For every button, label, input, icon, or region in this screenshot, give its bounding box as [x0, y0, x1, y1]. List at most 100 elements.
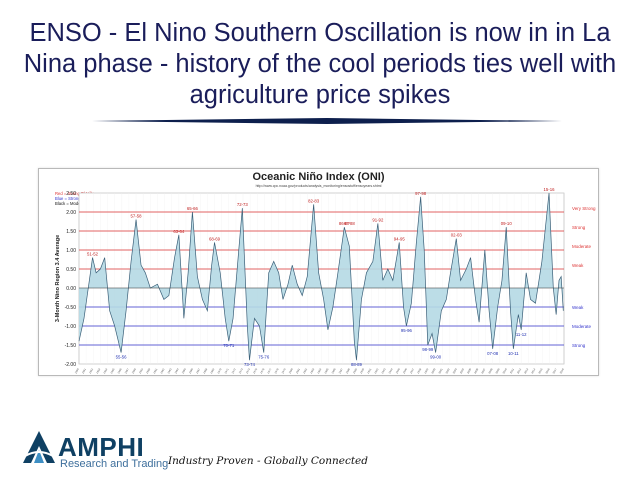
x-tick-label: 1973 — [238, 367, 245, 374]
event-label: 98-99 — [422, 347, 434, 352]
x-tick-label: 1983 — [309, 367, 316, 374]
x-tick-label: 1950 — [74, 367, 81, 374]
y-axis-label: 3-Month Nino Region 3.4 Average — [55, 235, 61, 322]
chart-subtitle: http://www.cpc.noaa.gov/products/analysi… — [255, 184, 382, 188]
x-tick-label: 1980 — [287, 367, 294, 374]
event-label: 11-12 — [516, 332, 527, 337]
event-label: 02-03 — [451, 233, 463, 238]
x-tick-label: 1956 — [116, 367, 123, 374]
x-tick-label: 1964 — [173, 367, 180, 374]
brand-subtitle: Research and Trading — [60, 458, 169, 470]
oni-chart: Oceanic Niño Index (ONI) http://www.cpc.… — [38, 168, 599, 376]
x-tick-label: 1959 — [138, 367, 145, 374]
x-tick-label: 1962 — [159, 367, 166, 374]
x-tick-label: 2018 — [559, 367, 566, 374]
event-label: 97-98 — [415, 191, 427, 196]
event-label: 87-88 — [344, 221, 356, 226]
x-tick-label: 2014 — [530, 367, 537, 374]
x-tick-label: 1988 — [345, 367, 352, 374]
event-label: 57-58 — [131, 214, 143, 219]
event-label: 09-10 — [501, 221, 513, 226]
x-tick-label: 1955 — [109, 367, 116, 374]
event-label: 73-74 — [244, 362, 256, 367]
event-label: 88-89 — [351, 362, 363, 367]
threshold-label: Moderate — [572, 324, 592, 329]
threshold-label: Strong — [572, 343, 586, 348]
x-tick-label: 1996 — [402, 367, 409, 374]
event-label: 86-87 — [339, 221, 351, 226]
x-tick-label: 2009 — [494, 367, 501, 374]
x-tick-label: 1972 — [230, 367, 237, 374]
x-tick-label: 2008 — [487, 367, 494, 374]
x-tick-label: 2001 — [437, 367, 444, 374]
x-tick-label: 2015 — [537, 367, 544, 374]
x-tick-label: 1992 — [373, 367, 380, 374]
x-tick-label: 2013 — [523, 367, 530, 374]
x-tick-label: 2007 — [480, 367, 487, 374]
x-tick-label: 1951 — [81, 367, 88, 374]
event-label: 07-08 — [487, 351, 499, 356]
event-label: 68-69 — [209, 236, 221, 241]
legend-item-warm: Red = Strong El Niño — [55, 191, 95, 196]
y-tick-label: 2.50 — [66, 191, 76, 197]
y-tick-label: -1.00 — [65, 324, 77, 330]
x-tick-label: 1981 — [295, 367, 302, 374]
event-label: 51-52 — [87, 252, 99, 257]
x-tick-label: 1966 — [188, 367, 195, 374]
x-tick-label: 1986 — [330, 367, 337, 374]
y-tick-label: 0.50 — [66, 267, 76, 273]
y-tick-label: 0.00 — [66, 286, 76, 292]
threshold-label: Moderate — [572, 244, 592, 249]
x-tick-label: 1991 — [366, 367, 373, 374]
legend-item-cool: Blue = Strong La Niña — [55, 196, 97, 201]
x-tick-label: 1970 — [216, 367, 223, 374]
threshold-label: Weak — [572, 305, 584, 310]
legend-item-moderate: Black = Moderate (either) — [55, 201, 103, 206]
event-label: 72-73 — [237, 202, 249, 207]
x-tick-label: 1989 — [352, 367, 359, 374]
event-label: 82-83 — [308, 198, 320, 203]
x-tick-label: 1998 — [416, 367, 423, 374]
chart-legend: Red = Strong El Niño Blue = Strong La Ni… — [55, 191, 102, 206]
x-tick-label: 1993 — [380, 367, 387, 374]
title-underline — [92, 118, 562, 124]
y-tick-label: -1.50 — [65, 343, 77, 349]
x-tick-label: 1976 — [259, 367, 266, 374]
event-label: 91-92 — [372, 217, 384, 222]
x-tick-label: 1957 — [123, 367, 130, 374]
x-tick-label: 1997 — [409, 367, 416, 374]
x-tick-label: 1952 — [88, 367, 95, 374]
x-tick-label: 2011 — [509, 367, 516, 374]
slide-title: ENSO - El Nino Southern Oscillation is n… — [23, 19, 617, 109]
x-tick-label: 1984 — [316, 367, 323, 374]
x-tick-label: 2006 — [473, 367, 480, 374]
x-tick-label: 2000 — [430, 367, 437, 374]
x-tick-label: 1985 — [323, 367, 330, 374]
x-tick-label: 2005 — [466, 367, 473, 374]
x-tick-label: 1978 — [273, 367, 280, 374]
x-tick-label: 1987 — [337, 367, 344, 374]
threshold-label: Very Strong — [572, 206, 596, 211]
x-tick-label: 2004 — [459, 367, 466, 374]
x-tick-label: 1971 — [223, 367, 230, 374]
x-tick-label: 2002 — [444, 367, 451, 374]
x-tick-label: 1974 — [245, 367, 252, 374]
x-tick-label: 2016 — [544, 367, 551, 374]
event-label: 15-16 — [544, 187, 556, 192]
y-tick-label: 2.00 — [66, 210, 76, 216]
y-tick-label: -0.50 — [65, 305, 77, 311]
x-tick-label: 1960 — [145, 367, 152, 374]
x-tick-label: 1967 — [195, 367, 202, 374]
x-tick-label: 2017 — [551, 367, 558, 374]
x-tick-label: 2012 — [516, 367, 523, 374]
x-tick-label: 2003 — [452, 367, 459, 374]
x-tick-label: 1979 — [280, 367, 287, 374]
event-label: 63-64 — [173, 229, 185, 234]
oni-line — [78, 192, 564, 361]
event-label: 55-56 — [116, 355, 128, 360]
x-tick-label: 2010 — [501, 367, 508, 374]
chart-title: Oceanic Niño Index (ONI) — [252, 171, 385, 183]
x-tick-label: 1977 — [266, 367, 273, 374]
x-tick-label: 1994 — [387, 367, 394, 374]
brand-tagline: Industry Proven - Globally Connected — [168, 455, 368, 467]
